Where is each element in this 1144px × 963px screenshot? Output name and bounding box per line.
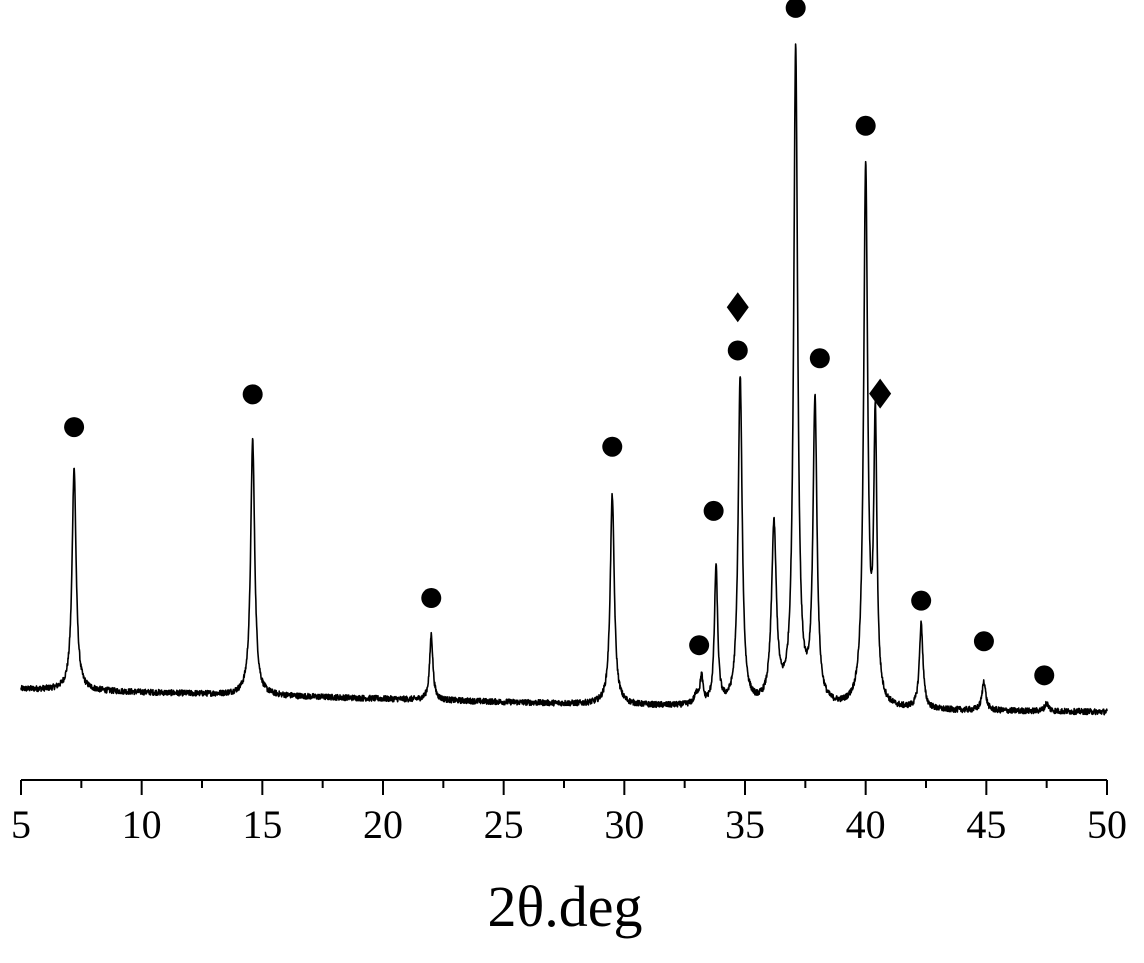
x-tick-label-35: 35 (725, 802, 765, 847)
peak-marker-circle-8 (786, 0, 806, 18)
x-tick-label-45: 45 (966, 802, 1006, 847)
pattern-layer (21, 44, 1107, 715)
peak-marker-circle-3 (602, 437, 622, 457)
x-axis-title: 2θ.deg (0, 878, 1130, 936)
x-tick-label-30: 30 (604, 802, 644, 847)
peak-marker-circle-4 (689, 635, 709, 655)
x-tick-label-5: 5 (11, 802, 31, 847)
peak-marker-circle-0 (64, 417, 84, 437)
peak-marker-circle-12 (911, 591, 931, 611)
x-axis: 5 10 15 20 25 30 35 40 45 50 (11, 780, 1127, 847)
peak-markers (64, 0, 1054, 685)
peak-marker-circle-1 (243, 384, 263, 404)
x-tick-label-20: 20 (363, 802, 403, 847)
xrd-pattern-line (21, 44, 1107, 715)
peak-marker-circle-13 (974, 631, 994, 651)
x-tick-label-25: 25 (484, 802, 524, 847)
peak-marker-circle-2 (421, 588, 441, 608)
x-tick-label-50: 50 (1087, 802, 1127, 847)
peak-marker-diamond-7 (727, 292, 749, 322)
x-tick-label-40: 40 (846, 802, 886, 847)
peak-marker-circle-10 (856, 116, 876, 136)
peak-marker-circle-5 (704, 501, 724, 521)
peak-marker-diamond-11 (869, 379, 891, 409)
x-tick-label-10: 10 (122, 802, 162, 847)
peak-marker-circle-14 (1034, 665, 1054, 685)
peak-marker-circle-9 (810, 348, 830, 368)
x-tick-label-15: 15 (242, 802, 282, 847)
peak-marker-circle-6 (728, 340, 748, 360)
